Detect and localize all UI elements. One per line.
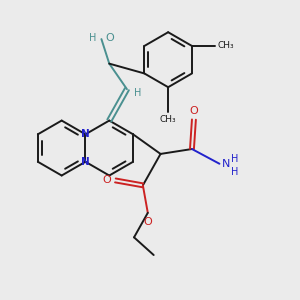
Text: N: N xyxy=(81,129,90,139)
Text: H: H xyxy=(231,154,239,164)
Text: CH₃: CH₃ xyxy=(217,41,234,50)
Text: CH₃: CH₃ xyxy=(160,115,176,124)
Text: O: O xyxy=(105,33,114,43)
Text: H: H xyxy=(134,88,141,98)
Text: N: N xyxy=(221,159,230,169)
Text: H: H xyxy=(231,167,239,177)
Text: O: O xyxy=(103,176,112,185)
Text: H: H xyxy=(89,33,97,43)
Text: O: O xyxy=(190,106,198,116)
Text: N: N xyxy=(81,157,90,167)
Text: O: O xyxy=(143,217,152,227)
